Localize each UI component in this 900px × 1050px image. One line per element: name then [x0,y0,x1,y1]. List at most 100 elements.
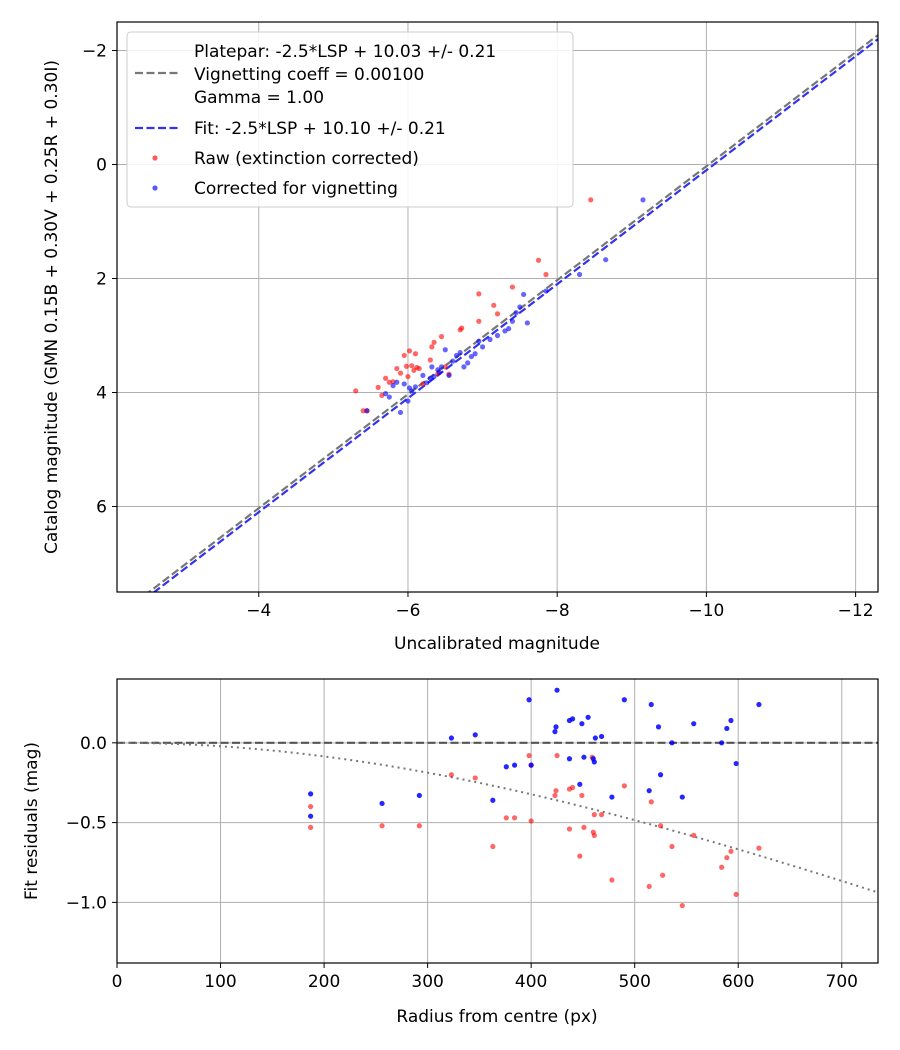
top-corrected-point [364,408,370,414]
bottom-x-tick-label: 500 [618,972,650,992]
bottom-raw-point [660,872,666,878]
top-corrected-point [513,310,519,316]
bottom-corrected-point [554,687,560,693]
top-raw-point [476,318,482,324]
top-corrected-point [394,379,400,385]
top-y-tick-label: 4 [96,384,107,404]
top-raw-point [491,302,497,308]
bottom-raw-point [719,864,725,870]
bottom-corrected-point [416,792,422,799]
bottom-raw-point [657,823,664,829]
top-corrected-point [640,197,646,203]
bottom-panel: 0 100 200 300 400 500 600 700 0.0 −0.5 −1.0 Radius… [22,678,879,1027]
bottom-plot-background [117,679,878,963]
bottom-corrected-point [657,772,664,778]
bottom-raw-point [756,845,762,851]
legend-platepar-label-line-1: Platepar: -2.5*LSP + 10.03 +/- 0.21 [194,42,496,62]
top-y-axis-label: Catalog magnitude (GMN 0.15B + 0.30V + 0… [42,60,62,554]
bottom-corrected-point [528,762,534,768]
top-raw-point [401,352,407,359]
top-corrected-point [442,347,448,353]
legend-corrected-marker [152,185,158,191]
top-raw-point [494,311,501,317]
bottom-corrected-point [579,721,585,727]
bottom-x-axis-label: Radius from centre (px) [396,1007,597,1027]
top-corrected-point [603,257,609,263]
bottom-x-tick-label: 100 [204,972,236,992]
top-corrected-point [386,394,392,400]
top-corrected-point [465,360,471,366]
bottom-corrected-point [591,759,597,765]
bottom-corrected-point [577,781,583,787]
bottom-reference-lines [117,741,879,894]
bottom-raw-point [526,752,532,759]
bottom-corrected-point [655,724,662,730]
bottom-corrected-point [733,760,739,767]
top-x-tick-label: −8 [545,601,570,621]
bottom-raw-point [472,775,478,781]
bottom-corrected-point [490,797,496,803]
bottom-corrected-point [646,788,652,794]
top-corrected-point [390,383,396,389]
top-corrected-point [429,364,435,370]
top-corrected-point [450,358,456,364]
bottom-raw-point [577,853,583,859]
top-raw-point [427,357,433,363]
top-corrected-point [409,388,415,394]
bottom-raw-point [591,832,597,838]
bottom-raw-point [503,815,509,821]
bottom-raw-point [679,902,685,909]
bottom-raw-point [448,772,455,778]
top-corrected-point [453,352,460,359]
top-corrected-point [424,380,430,386]
bottom-raw-point [598,812,605,818]
top-corrected-point [472,351,478,357]
bottom-y-tick-label: −1.0 [66,893,107,913]
bottom-raw-point [669,843,675,850]
bottom-raw-point [554,752,560,759]
top-y-tick-label: 6 [96,498,107,518]
bottom-x-tick-label: 0 [112,972,123,992]
bottom-x-tick-label: 600 [722,972,754,992]
bottom-x-tick-label: 200 [308,972,340,992]
bottom-raw-point [733,891,739,897]
bottom-raw-point [646,883,652,890]
top-x-tick-label: −10 [688,601,724,621]
bottom-corrected-point [566,756,573,762]
bottom-raw-point [490,843,496,850]
bottom-corrected-point [308,791,314,797]
bottom-raw-point [379,823,385,829]
bottom-vignetting-curve [117,741,879,894]
top-raw-point [429,344,435,350]
bottom-raw-point [308,804,314,810]
legend-box [126,31,574,208]
top-corrected-point [431,373,437,380]
top-panel: −4 −6 −8 −10 −12 −2 0 2 4 6 Uncalibrated magnitud… [42,21,879,654]
bottom-raw-point [528,818,534,824]
top-corrected-point [506,326,512,332]
legend-platepar-label-line-3: Gamma = 1.00 [194,88,324,108]
bottom-corrected-point [581,754,587,760]
bottom-y-tick-label: −0.5 [66,814,107,834]
top-points [353,197,646,416]
top-raw-point [353,388,359,394]
bottom-corrected-point [728,717,734,724]
bottom-raw-point [609,877,615,883]
top-corrected-point [436,369,442,376]
bottom-corrected-point [552,729,558,735]
top-raw-point [375,384,381,390]
top-raw-point [382,375,389,381]
bottom-corrected-point [621,697,627,703]
top-x-tick-label: −4 [246,601,271,621]
top-raw-point [509,284,516,290]
bottom-raw-point [728,848,734,854]
top-raw-point [543,271,549,278]
bottom-corrected-point [648,701,654,708]
bottom-raw-point [621,783,627,789]
legend-platepar-label-line-2: Vignetting coeff = 0.00100 [194,65,424,85]
top-corrected-point [446,372,452,378]
bottom-raw-point [648,799,654,805]
bottom-corrected-point [472,732,478,738]
top-corrected-point [401,381,407,387]
bottom-raw-point [581,824,587,830]
